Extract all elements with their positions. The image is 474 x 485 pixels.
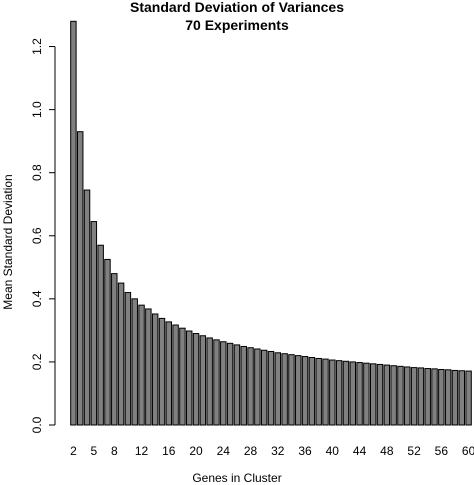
bars-group [70,20,472,426]
bar-genes-29 [254,348,261,426]
bar-genes-59 [458,370,465,426]
bar-genes-17 [172,324,179,426]
bar-genes-27 [240,345,247,426]
bar-genes-33 [281,353,288,426]
x-axis-label: Genes in Cluster [192,471,281,485]
x-tick-label: 36 [298,444,312,458]
bar-genes-39 [322,358,329,426]
bar-genes-7 [104,258,111,426]
bar-genes-19 [186,330,193,426]
x-tick-label: 40 [326,444,340,458]
bar-genes-14 [151,313,159,426]
x-tick-label: 56 [435,444,449,458]
bar-genes-49 [390,365,397,426]
bar-genes-36 [301,356,309,426]
x-tick-label: 20 [189,444,203,458]
bar-genes-32 [274,352,282,426]
y-tick-label: 0.2 [30,353,44,370]
bar-genes-10 [124,292,132,426]
bar-genes-4 [83,189,91,426]
x-tick-label: 48 [380,444,394,458]
x-tick-label: 5 [91,444,98,458]
bar-genes-11 [131,298,138,426]
bar-genes-50 [397,365,404,426]
x-tick-label: 8 [111,444,118,458]
bar-genes-44 [356,362,363,426]
bar-genes-18 [179,327,186,426]
y-tick-label: 0.4 [30,290,44,307]
x-axis: 2 5 8 12 16 20 24 28 32 36 40 44 48 52 56 60 [70,444,474,458]
bar-genes-20 [192,333,200,426]
bar-genes-12 [138,304,145,426]
x-tick-label: 60 [462,444,474,458]
bar-genes-47 [376,363,384,426]
bar-genes-5 [90,221,98,426]
x-tick-label: 32 [271,444,285,458]
bar-genes-46 [369,363,377,426]
x-tick-label: 12 [135,444,149,458]
bar-genes-15 [158,317,166,426]
y-axis-label: Mean Standard Deviation [1,174,15,309]
x-tick-label: 44 [353,444,367,458]
bar-genes-3 [76,131,84,426]
y-tick-label: 0.0 [30,416,44,433]
bar-genes-35 [295,355,302,426]
bar-genes-25 [226,342,234,426]
bar-genes-51 [404,366,411,426]
bar-genes-54 [424,368,431,426]
bar-genes-60 [465,370,472,426]
bar-genes-23 [213,339,220,426]
bar-genes-6 [97,244,104,426]
x-tick-label: 28 [244,444,258,458]
chart-subtitle: 70 Experiments [185,17,289,33]
bar-genes-57 [444,369,452,426]
bar-genes-42 [342,360,350,426]
y-tick-label: 1.0 [30,101,44,118]
bar-genes-34 [288,354,295,426]
bar-genes-16 [165,321,173,426]
bar-genes-31 [267,351,275,426]
bar-genes-52 [410,367,418,426]
bar-genes-8 [111,273,118,426]
x-tick-label: 24 [217,444,231,458]
bar-genes-9 [117,282,125,426]
bar-genes-22 [206,337,213,426]
bar-genes-21 [199,335,207,426]
x-tick-label: 16 [162,444,176,458]
bar-genes-43 [349,361,356,426]
bar-genes-24 [220,341,227,426]
y-tick-label: 0.6 [30,227,44,244]
x-tick-label: 52 [407,444,421,458]
bar-genes-45 [363,362,370,426]
bar-genes-41 [335,360,343,426]
bar-genes-48 [383,364,391,426]
bar-genes-13 [145,308,152,426]
bar-genes-58 [451,369,459,426]
bar-genes-40 [329,359,336,426]
y-tick-label: 0.8 [30,164,44,181]
bar-genes-28 [247,347,254,426]
y-axis: 0.0 0.2 0.4 0.6 0.8 1.0 1.2 [30,38,56,433]
bar-genes-53 [417,367,425,426]
bar-genes-55 [431,368,438,426]
bar-genes-26 [233,344,241,426]
x-tick-label: 2 [70,444,77,458]
bar-genes-2 [70,20,77,426]
bar-genes-38 [315,357,322,426]
bar-genes-30 [260,349,268,426]
y-tick-label: 1.2 [30,38,44,55]
chart-title: Standard Deviation of Variances [130,0,344,15]
bar-genes-37 [308,357,316,426]
bar-genes-56 [438,368,445,426]
